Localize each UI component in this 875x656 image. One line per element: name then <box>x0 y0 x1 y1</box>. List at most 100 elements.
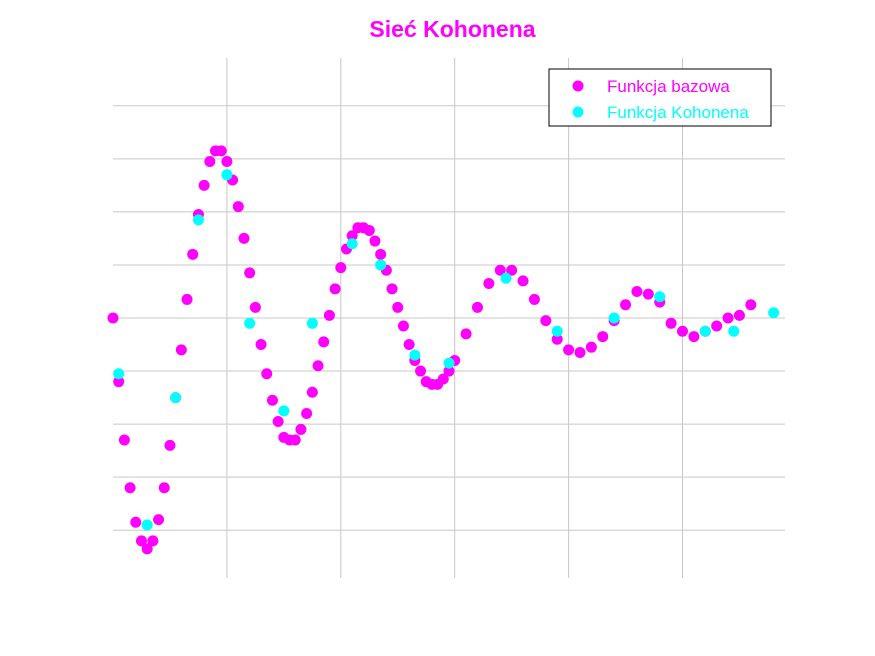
data-point <box>506 264 518 276</box>
data-point <box>528 293 540 305</box>
data-point <box>386 283 398 295</box>
data-point <box>306 386 318 398</box>
data-point <box>711 320 723 332</box>
data-point <box>278 405 290 417</box>
data-point <box>124 482 136 494</box>
data-point <box>261 368 273 380</box>
data-point <box>192 214 204 226</box>
data-point <box>699 325 711 337</box>
data-point <box>141 543 153 555</box>
data-point <box>745 299 757 311</box>
data-point <box>642 288 654 300</box>
data-point <box>295 423 307 435</box>
data-point <box>244 267 256 279</box>
data-point <box>153 514 165 526</box>
data-point <box>221 155 233 167</box>
data-point <box>215 145 227 157</box>
data-point <box>164 439 176 451</box>
data-point <box>409 349 421 361</box>
data-point <box>346 238 358 250</box>
legend-label: Funkcja Kohonena <box>607 103 749 122</box>
legend-marker <box>572 80 584 92</box>
data-point <box>540 315 552 327</box>
data-point <box>181 293 193 305</box>
data-point <box>517 275 529 287</box>
data-point <box>329 283 341 295</box>
data-point <box>323 309 335 321</box>
data-point <box>198 179 210 191</box>
data-point <box>676 325 688 337</box>
data-point <box>403 339 415 351</box>
data-point <box>363 224 375 236</box>
data-point <box>187 248 199 260</box>
data-point <box>113 376 125 388</box>
series-2 <box>113 169 780 531</box>
data-point <box>585 341 597 353</box>
data-point <box>733 309 745 321</box>
data-point <box>249 301 261 313</box>
data-point <box>551 325 563 337</box>
data-point <box>722 312 734 324</box>
data-point <box>460 328 472 340</box>
data-point <box>375 248 387 260</box>
data-point <box>500 272 512 284</box>
legend-box <box>548 68 772 127</box>
data-point <box>597 331 609 343</box>
data-point <box>158 482 170 494</box>
data-point <box>494 264 506 276</box>
data-point <box>306 317 318 329</box>
data-points <box>107 145 780 555</box>
data-point <box>608 312 620 324</box>
data-point <box>130 516 142 528</box>
data-point <box>392 301 404 313</box>
data-point <box>688 331 700 343</box>
data-point <box>443 357 455 369</box>
data-point <box>563 344 575 356</box>
data-point <box>369 235 381 247</box>
data-point <box>665 317 677 329</box>
data-point <box>113 368 125 380</box>
data-point <box>443 365 455 377</box>
data-point <box>397 320 409 332</box>
data-point <box>483 278 495 290</box>
data-point <box>768 307 780 319</box>
data-point <box>346 230 358 242</box>
data-point <box>375 259 387 271</box>
data-point <box>244 317 256 329</box>
data-point <box>118 434 130 446</box>
data-point <box>728 325 740 337</box>
data-point <box>312 360 324 372</box>
data-point <box>272 415 284 427</box>
grid <box>113 58 785 578</box>
data-point <box>335 262 347 274</box>
data-point <box>266 394 278 406</box>
data-point <box>141 519 153 531</box>
data-point <box>654 291 666 303</box>
data-point <box>170 392 182 404</box>
data-point <box>135 535 147 547</box>
data-point <box>620 299 632 311</box>
data-point <box>107 312 119 324</box>
data-point <box>471 301 483 313</box>
legend-marker <box>572 106 584 118</box>
data-point <box>232 201 244 213</box>
data-point <box>238 232 250 244</box>
data-point <box>318 336 330 348</box>
data-point <box>301 408 313 420</box>
chart-title: Sieć Kohonena <box>369 16 536 42</box>
data-point <box>255 339 267 351</box>
series-1 <box>107 145 757 555</box>
data-point <box>574 346 586 358</box>
data-point <box>204 155 216 167</box>
data-point <box>631 285 643 297</box>
data-point <box>551 333 563 345</box>
data-point <box>147 535 159 547</box>
data-point <box>289 434 301 446</box>
legend: Funkcja bazowa Funkcja Kohonena <box>548 68 772 127</box>
legend-label: Funkcja bazowa <box>607 77 730 96</box>
data-point <box>221 169 233 181</box>
data-point <box>175 344 187 356</box>
data-point <box>437 373 449 385</box>
